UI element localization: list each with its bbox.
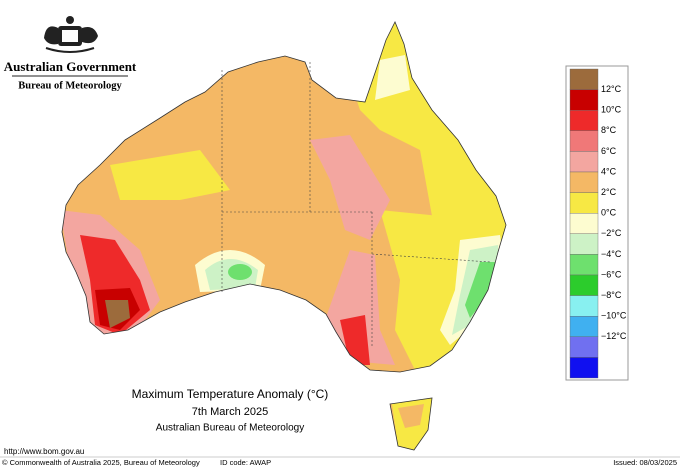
legend-label: −4°C xyxy=(601,249,622,259)
coastline xyxy=(61,21,507,451)
agency-name: Bureau of Meteorology xyxy=(18,80,122,91)
footer-id: ID code: AWAP xyxy=(220,458,271,467)
map-title: Maximum Temperature Anomaly (°C) xyxy=(132,387,329,401)
government-name: Australian Government xyxy=(4,59,137,74)
map-source: Australian Bureau of Meteorology xyxy=(156,423,304,434)
legend-swatch xyxy=(569,316,599,338)
legend-swatch xyxy=(569,274,599,296)
legend-swatch xyxy=(569,130,599,152)
legend-swatch xyxy=(569,254,599,276)
legend-label: 12°C xyxy=(601,84,622,94)
legend-label: −2°C xyxy=(601,228,622,238)
legend-swatch xyxy=(569,171,599,193)
legend-swatch xyxy=(569,212,599,234)
coat-of-arms xyxy=(44,16,98,53)
legend-label: 0°C xyxy=(601,208,617,218)
legend-label: 10°C xyxy=(601,105,622,115)
map-date: 7th March 2025 xyxy=(192,406,268,418)
legend-label: 2°C xyxy=(601,187,617,197)
legend-label: −8°C xyxy=(601,290,622,300)
legend-swatch xyxy=(569,233,599,255)
legend-label: 6°C xyxy=(601,146,617,156)
legend-swatch xyxy=(569,357,599,379)
footer-url: http://www.bom.gov.au xyxy=(4,447,84,456)
legend-swatch xyxy=(569,68,599,90)
legend-swatch xyxy=(569,295,599,317)
legend-label: 4°C xyxy=(601,166,617,176)
footer-issued: Issued: 08/03/2025 xyxy=(613,458,677,467)
legend-swatch xyxy=(569,336,599,358)
legend-label: 8°C xyxy=(601,125,617,135)
legend-swatch xyxy=(569,109,599,131)
legend-swatch xyxy=(569,151,599,173)
legend-swatch xyxy=(569,89,599,111)
footer-copyright: © Commonwealth of Australia 2025, Bureau… xyxy=(2,458,200,467)
legend-swatch xyxy=(569,192,599,214)
legend-label: −6°C xyxy=(601,269,622,279)
legend-label: −10°C xyxy=(601,311,627,321)
state-borders xyxy=(221,62,491,348)
legend-label: −12°C xyxy=(601,331,627,341)
legend: 12°C 10°C 8°C 6°C 4°C 2°C 0°C −2°C −4°C −6°C −8°C −… xyxy=(569,68,627,379)
